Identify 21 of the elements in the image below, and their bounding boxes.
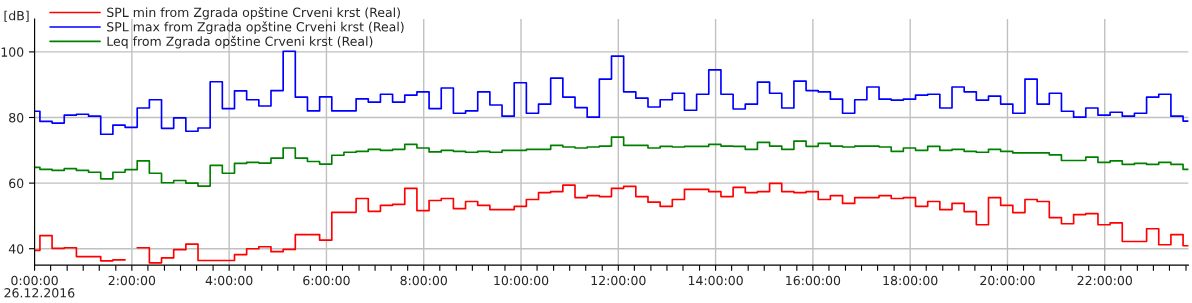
x-tick-label: 0:00:00 <box>11 275 58 286</box>
x-tick-label: 2:00:00 <box>108 275 156 286</box>
x-tick-label: 22:00:00 <box>1077 275 1132 286</box>
x-tick-label: 16:00:00 <box>786 275 841 286</box>
x-tick-label: 14:00:00 <box>688 275 743 286</box>
text: 26.12.2016 <box>4 288 75 298</box>
x-tick-label: 8:00:00 <box>400 275 447 286</box>
legend-label: Leq from Zgrada opštine Crveni krst (Real) <box>107 35 373 49</box>
x-tick-label: 20:00:00 <box>980 275 1035 286</box>
legend-label: SPL max from Zgrada opštine Crveni krst (Real) <box>107 21 404 34</box>
y-tick-label: 40 <box>8 244 24 254</box>
y-tick-label: 80 <box>9 112 24 123</box>
y-tick-label: 100 <box>1 47 24 57</box>
legend-label: SPL min from Zgrada opštine Crveni krst (Real) <box>107 6 400 20</box>
y-tick-label: 60 <box>9 178 24 189</box>
x-tick-label: 6:00:00 <box>303 275 350 286</box>
y-axis-title: [dB] <box>4 10 29 22</box>
x-tick-label: 18:00:00 <box>883 275 938 286</box>
x-tick-label: 10:00:00 <box>494 275 549 286</box>
x-tick-label: 4:00:00 <box>205 275 253 286</box>
x-tick-label: 12:00:00 <box>591 275 646 286</box>
